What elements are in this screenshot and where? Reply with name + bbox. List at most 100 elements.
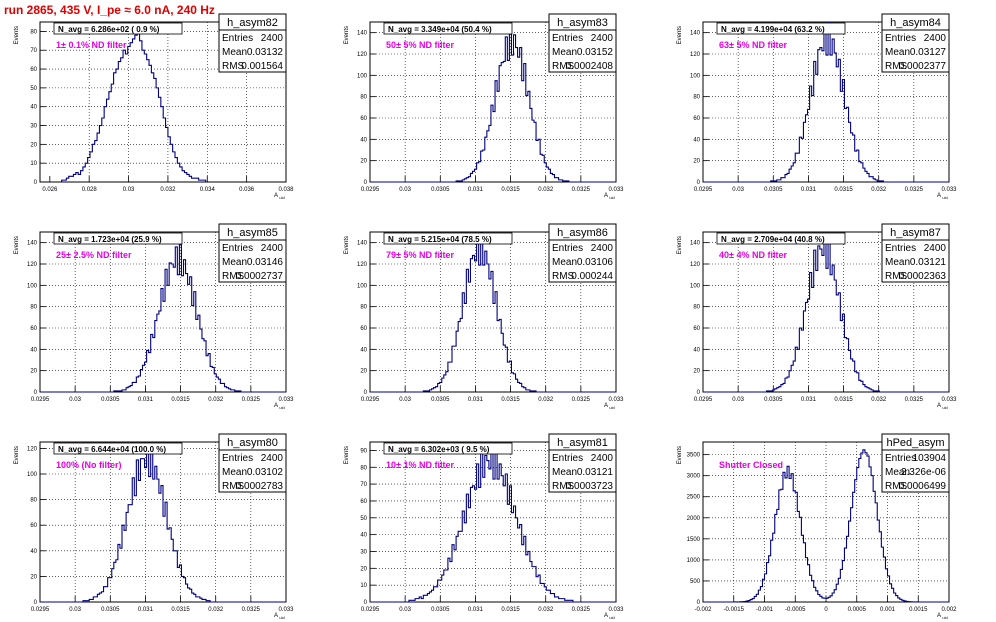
- y-tick-label: 50: [30, 86, 37, 92]
- x-axis-title: A uid: [274, 613, 285, 620]
- y-axis-title: Events: [14, 236, 20, 254]
- stats-key: Entries: [222, 33, 253, 44]
- y-tick-label: 10: [360, 583, 367, 589]
- x-tick-label: 0.033: [278, 397, 294, 403]
- stats-value: 0.03121: [910, 257, 947, 268]
- navg-box: [53, 442, 183, 455]
- stats-key: RMS: [222, 271, 245, 282]
- y-tick-label: 20: [360, 369, 367, 375]
- x-axis-title: A uid: [937, 613, 948, 620]
- y-tick-label: 120: [357, 52, 368, 58]
- y-axis-title: Events: [677, 236, 683, 254]
- stats-box: [218, 223, 287, 283]
- navg-label: N_avg = 6.286e+02 ( 0.9 %): [58, 25, 160, 34]
- x-tick-label: 0.034: [200, 187, 216, 193]
- y-tick-label: 90: [360, 448, 367, 454]
- x-tick-label: 0.03: [399, 397, 411, 403]
- y-tick-label: 70: [30, 48, 37, 54]
- x-tick-label: 0.0305: [431, 187, 450, 193]
- y-tick-label: 140: [357, 241, 368, 247]
- plot-frame: [369, 441, 617, 603]
- stats-key: Mean: [885, 47, 910, 58]
- x-tick-label: 0.0325: [242, 397, 261, 403]
- x-tick-label: 0.0315: [171, 607, 190, 613]
- filter-label: 10± 1% ND filter: [386, 460, 454, 470]
- y-tick-label: 60: [30, 67, 37, 73]
- stats-box: [218, 13, 287, 73]
- histogram-panel: 0.0295 0.03 0.0305 0.031 0.0315 0.032 0.0325 0.…: [14, 223, 294, 410]
- histogram-panel: 0.0295 0.03 0.0305 0.031 0.0315 0.032 0.0325 0.…: [344, 223, 624, 410]
- stats-key: Mean: [552, 47, 577, 58]
- y-tick-label: 40: [360, 137, 367, 143]
- stats-value: 0.03127: [910, 47, 947, 58]
- stats-key: RMS: [552, 481, 575, 492]
- histogram-outline: [40, 444, 286, 603]
- x-tick-label: 0.0295: [31, 397, 50, 403]
- stats-box: [548, 223, 617, 283]
- x-tick-label: -0.002: [694, 607, 712, 613]
- plot-frame: [39, 441, 287, 603]
- y-tick-label: 80: [360, 95, 367, 101]
- y-tick-label: 0: [697, 180, 701, 186]
- y-tick-label: 0: [34, 180, 38, 186]
- filter-label: 40± 4% ND filter: [719, 250, 787, 260]
- x-tick-label: 0.032: [160, 187, 176, 193]
- y-tick-label: 2000: [687, 516, 701, 522]
- stats-key: Entries: [885, 243, 916, 254]
- y-tick-label: 0: [364, 180, 368, 186]
- histogram-outline: [703, 449, 949, 603]
- x-tick-label: 0.033: [278, 607, 294, 613]
- x-tick-label: 0.0305: [101, 397, 120, 403]
- y-tick-label: 80: [30, 29, 37, 35]
- stats-value: 2400: [924, 33, 947, 44]
- x-tick-label: 0.03: [399, 187, 411, 193]
- histogram-panel: 0.026 0.028 0.03 0.032 0.034 0.036 0.038 0 10 20 3…: [14, 13, 294, 200]
- y-axis-title: Events: [14, 26, 20, 44]
- y-tick-label: 40: [30, 105, 37, 111]
- x-tick-label: 0.033: [941, 187, 957, 193]
- navg-box: [383, 22, 513, 35]
- y-tick-label: 0: [364, 390, 368, 396]
- stats-value: 2400: [924, 243, 947, 254]
- y-tick-label: 100: [357, 73, 368, 79]
- filter-label: 79± 5% ND filter: [386, 250, 454, 260]
- x-tick-label: 0.0325: [572, 397, 591, 403]
- navg-box: [383, 232, 513, 245]
- navg-box: [383, 442, 513, 455]
- stats-key: Entries: [552, 243, 583, 254]
- x-tick-label: 0.0315: [834, 397, 853, 403]
- x-tick-label: 0.032: [208, 397, 224, 403]
- y-tick-label: 120: [357, 262, 368, 268]
- stats-value: 2400: [591, 453, 614, 464]
- y-tick-label: 20: [30, 369, 37, 375]
- y-tick-label: 20: [30, 142, 37, 148]
- stats-hist-name: h_asym80: [227, 437, 278, 449]
- stats-hist-name: h_asym83: [557, 17, 608, 29]
- x-tick-label: 0: [824, 607, 828, 613]
- x-tick-label: 0.031: [468, 607, 484, 613]
- filter-label: 50± 5% ND filter: [386, 40, 454, 50]
- histogram-panel: 0.0295 0.03 0.0305 0.031 0.0315 0.032 0.0325 0.…: [14, 433, 294, 620]
- x-tick-label: 0.03: [732, 187, 744, 193]
- navg-label: N_avg = 3.349e+04 (50.4 %): [388, 25, 492, 34]
- x-tick-label: 0.0295: [361, 187, 380, 193]
- x-tick-label: -0.0015: [724, 607, 745, 613]
- x-tick-label: 0.032: [538, 397, 554, 403]
- histogram-panel: 0.0295 0.03 0.0305 0.031 0.0315 0.032 0.0325 0.…: [344, 13, 624, 200]
- x-tick-label: 0.0295: [694, 397, 713, 403]
- histogram-outline: [40, 244, 286, 393]
- x-tick-label: -0.001: [756, 607, 774, 613]
- stats-value: 0.03152: [577, 47, 614, 58]
- x-tick-label: -0.0005: [785, 607, 806, 613]
- stats-value: 0.03102: [247, 467, 284, 478]
- x-tick-label: 0.031: [138, 397, 154, 403]
- x-tick-label: 0.031: [801, 187, 817, 193]
- stats-key: Entries: [222, 243, 253, 254]
- y-tick-label: 1500: [687, 537, 701, 543]
- stats-key: Mean: [885, 467, 910, 478]
- y-tick-label: 40: [360, 533, 367, 539]
- x-axis-title: A uid: [274, 403, 285, 410]
- stats-box: [548, 433, 617, 493]
- y-tick-label: 80: [693, 95, 700, 101]
- y-axis-title: Events: [677, 446, 683, 464]
